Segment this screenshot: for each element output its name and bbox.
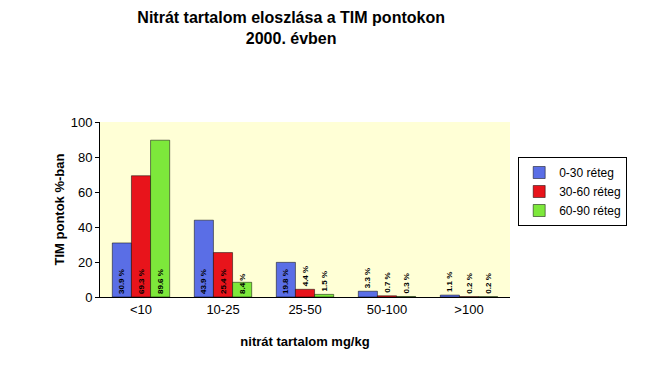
svg-text:>100: >100 <box>454 302 483 317</box>
svg-text:19.8 %: 19.8 % <box>281 269 290 294</box>
svg-text:0.7 %: 0.7 % <box>383 272 392 292</box>
svg-text:4.4 %: 4.4 % <box>301 266 310 286</box>
svg-text:80: 80 <box>78 150 92 165</box>
svg-text:0-30 réteg: 0-30 réteg <box>559 166 614 180</box>
svg-text:<10: <10 <box>130 302 152 317</box>
svg-text:69.3 %: 69.3 % <box>137 269 146 294</box>
svg-text:30-60 réteg: 30-60 réteg <box>559 185 620 199</box>
svg-text:60-90 réteg: 60-90 réteg <box>559 204 620 218</box>
svg-text:40: 40 <box>78 220 92 235</box>
svg-text:25.4 %: 25.4 % <box>219 269 228 294</box>
svg-text:1.5 %: 1.5 % <box>320 271 329 291</box>
svg-text:100: 100 <box>71 115 93 130</box>
svg-text:1.1 %: 1.1 % <box>445 272 454 292</box>
svg-text:8.4 %: 8.4 % <box>238 274 247 294</box>
svg-text:60: 60 <box>78 185 92 200</box>
svg-text:0.2 %: 0.2 % <box>484 273 493 293</box>
svg-text:25-50: 25-50 <box>288 302 321 317</box>
svg-text:10-25: 10-25 <box>206 302 239 317</box>
svg-text:20: 20 <box>78 255 92 270</box>
svg-text:TIM pontok %-ban: TIM pontok %-ban <box>52 153 67 265</box>
svg-text:0: 0 <box>85 290 92 305</box>
svg-text:0.2 %: 0.2 % <box>465 273 474 293</box>
svg-text:0.3 %: 0.3 % <box>402 273 411 293</box>
svg-text:nitrát tartalom mg/kg: nitrát tartalom mg/kg <box>240 334 369 349</box>
svg-text:89.6 %: 89.6 % <box>156 269 165 294</box>
svg-text:Nitrát tartalom eloszlása a TI: Nitrát tartalom eloszlása a TIM pontokon… <box>137 9 445 47</box>
svg-text:3.3 %: 3.3 % <box>363 268 372 288</box>
svg-text:50-100: 50-100 <box>367 302 407 317</box>
svg-text:43.9 %: 43.9 % <box>199 269 208 294</box>
svg-text:30.9 %: 30.9 % <box>117 269 126 294</box>
